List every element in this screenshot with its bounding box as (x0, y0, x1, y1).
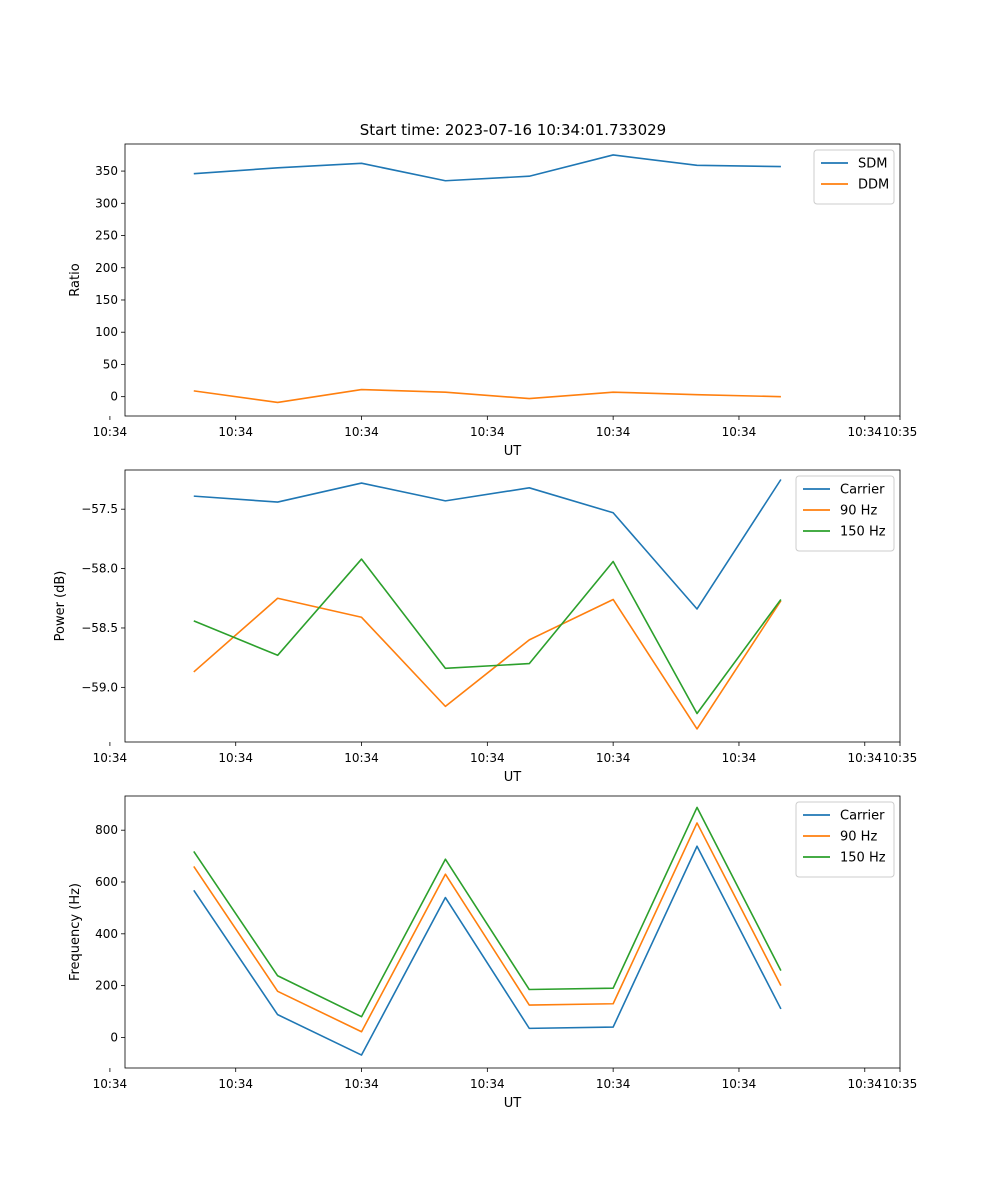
x-tick-label: 10:35 (883, 1077, 918, 1091)
legend-label-150-hz: 150 Hz (840, 525, 886, 540)
plot-frame (124, 795, 901, 1069)
series-line-150-hz (193, 806, 782, 1018)
y-tick-label: −58.5 (81, 621, 118, 635)
y-tick-label: 200 (95, 979, 118, 993)
x-tick-label: 10:34 (596, 1077, 631, 1091)
y-tick-label: 0 (110, 390, 118, 404)
legend-box (795, 801, 895, 878)
legend-box (795, 475, 895, 552)
y-tick-label: −58.0 (81, 562, 118, 576)
ratio-chart: 10:34 10:34 10:34 10:34 10:34 10:34 10:34 10:35… (68, 143, 918, 459)
x-tick-label: 10:34 (847, 751, 882, 765)
x-tick-label: 10:34 (596, 751, 631, 765)
legend-label-carrier: Carrier (840, 483, 885, 498)
x-tick-label: 10:34 (344, 1077, 379, 1091)
x-tick-label: 10:34 (722, 1077, 757, 1091)
legend-label-90-hz: 90 Hz (840, 504, 877, 519)
y-tick-label: 250 (95, 229, 118, 243)
x-tick-label: 10:34 (344, 751, 379, 765)
y-tick-label: 200 (95, 261, 118, 275)
x-axis-label: UT (504, 444, 522, 459)
x-tick-label: 10:34 (218, 425, 253, 439)
series-line-carrier (193, 479, 782, 610)
x-tick-label: 10:34 (344, 425, 379, 439)
x-tick-label: 10:34 (722, 425, 757, 439)
y-tick-label: 600 (95, 875, 118, 889)
series-line-90-hz (193, 822, 782, 1033)
y-axis-label: Frequency (Hz) (68, 883, 83, 981)
y-tick-label: 50 (103, 357, 118, 371)
y-tick-label: 300 (95, 196, 118, 210)
y-tick-label: −57.5 (81, 502, 118, 516)
legend-label-sdm: SDM (858, 157, 887, 172)
y-tick-label: 0 (110, 1030, 118, 1044)
legend: Carrier 90 Hz 150 Hz (795, 801, 895, 878)
x-tick-label: 10:34 (218, 1077, 253, 1091)
legend: SDM DDM (813, 149, 895, 205)
x-axis-label: UT (504, 1096, 522, 1111)
frequency-chart: 10:34 10:34 10:34 10:34 10:34 10:34 10:34 10:35… (68, 795, 918, 1111)
x-tick-label: 10:34 (218, 751, 253, 765)
x-tick-label: 10:34 (847, 425, 882, 439)
series-line-carrier (193, 845, 782, 1056)
y-tick-label: −59.0 (81, 680, 118, 694)
y-axis-label: Power (dB) (53, 571, 68, 642)
legend: Carrier 90 Hz 150 Hz (795, 475, 895, 552)
y-tick-label: 400 (95, 927, 118, 941)
x-axis-label: UT (504, 770, 522, 785)
legend-label-90-hz: 90 Hz (840, 830, 877, 845)
plot-frame (124, 469, 901, 743)
series-line-sdm (193, 154, 781, 182)
x-tick-label: 10:34 (93, 1077, 128, 1091)
x-tick-label: 10:35 (883, 751, 918, 765)
x-tick-label: 10:34 (722, 751, 757, 765)
x-tick-label: 10:34 (470, 425, 505, 439)
y-tick-label: 350 (95, 164, 118, 178)
x-tick-label: 10:34 (93, 425, 128, 439)
plot-frame (124, 143, 901, 417)
legend-label-carrier: Carrier (840, 809, 885, 824)
y-tick-label: 100 (95, 325, 118, 339)
y-tick-label: 150 (95, 293, 118, 307)
y-tick-label: 800 (95, 823, 118, 837)
series-line-90-hz (193, 597, 782, 730)
x-tick-label: 10:34 (847, 1077, 882, 1091)
series-line-150-hz (193, 558, 782, 715)
y-axis-label: Ratio (68, 263, 83, 296)
power-chart: 10:34 10:34 10:34 10:34 10:34 10:34 10:34 10:35… (53, 469, 918, 785)
x-tick-label: 10:34 (470, 751, 505, 765)
figure-title: Start time: 2023-07-16 10:34:01.733029 (360, 121, 666, 139)
legend-label-ddm: DDM (858, 178, 889, 193)
x-tick-label: 10:34 (596, 425, 631, 439)
legend-label-150-hz: 150 Hz (840, 851, 886, 866)
series-line-ddm (193, 388, 781, 404)
x-tick-label: 10:34 (93, 751, 128, 765)
x-tick-label: 10:34 (470, 1077, 505, 1091)
x-tick-label: 10:35 (883, 425, 918, 439)
